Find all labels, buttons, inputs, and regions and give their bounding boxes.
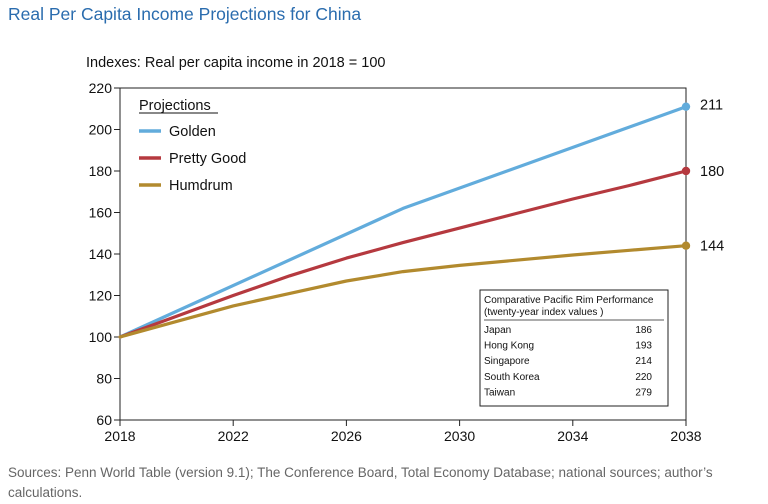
chart-legend: Projections Golden Pretty Good Humdrum	[139, 98, 246, 194]
x-tick-label: 2018	[104, 428, 135, 444]
series-line-humdrum	[118, 244, 688, 339]
y-tick-label: 100	[89, 329, 113, 345]
inset-table-subtitle: (twenty-year index values )	[484, 307, 604, 318]
page-title: Real Per Capita Income Projections for C…	[8, 4, 362, 24]
inset-table-country: Taiwan	[484, 387, 515, 398]
legend-label-humdrum: Humdrum	[169, 178, 233, 194]
inset-table-box	[479, 289, 669, 407]
y-tick-label: 160	[89, 205, 113, 221]
y-tick-label: 180	[89, 163, 113, 179]
y-tick-label: 200	[89, 122, 113, 138]
end-value-label-golden: 211	[700, 98, 723, 114]
x-tick-label: 2026	[331, 428, 362, 444]
inset-table-value: 220	[635, 372, 652, 383]
series-endpoint-humdrum	[681, 241, 691, 250]
y-tick-label: 220	[89, 80, 113, 96]
y-tick-label: 120	[89, 288, 113, 304]
inset-table-country: Singapore	[484, 356, 530, 367]
inset-table-title: Comparative Pacific Rim Performance	[484, 295, 654, 306]
x-tick-label: 2034	[557, 428, 588, 444]
x-tick-label: 2022	[218, 428, 249, 444]
x-tick-label: 2030	[444, 428, 475, 444]
inset-table-country: South Korea	[484, 372, 540, 383]
chart-subtitle: Indexes: Real per capita income in 2018 …	[86, 55, 386, 71]
legend-label-golden: Golden	[169, 124, 216, 140]
end-value-label-pretty-good: 180	[700, 164, 724, 180]
y-tick-label: 80	[96, 371, 112, 387]
inset-table-country: Hong Kong	[484, 341, 534, 352]
inset-table: Comparative Pacific Rim Performance(twen…	[479, 289, 669, 407]
inset-table-value: 186	[635, 325, 652, 336]
source-note: Sources: Penn World Table (version 9.1);…	[8, 465, 713, 500]
legend-label-pretty-good: Pretty Good	[169, 151, 246, 167]
x-tick-label: 2038	[670, 428, 701, 444]
inset-table-value: 214	[635, 356, 652, 367]
inset-table-country: Japan	[484, 325, 511, 336]
y-tick-label: 60	[96, 412, 112, 428]
inset-table-value: 279	[635, 387, 652, 398]
series-line-golden	[118, 105, 688, 339]
inset-table-value: 193	[635, 341, 652, 352]
series-endpoint-pretty-good	[681, 166, 691, 176]
end-value-label-humdrum: 144	[700, 239, 724, 255]
series-line-pretty-good	[118, 169, 688, 339]
legend-title: Projections	[139, 98, 211, 114]
series-endpoint-golden	[681, 102, 691, 111]
y-tick-label: 140	[89, 246, 113, 262]
